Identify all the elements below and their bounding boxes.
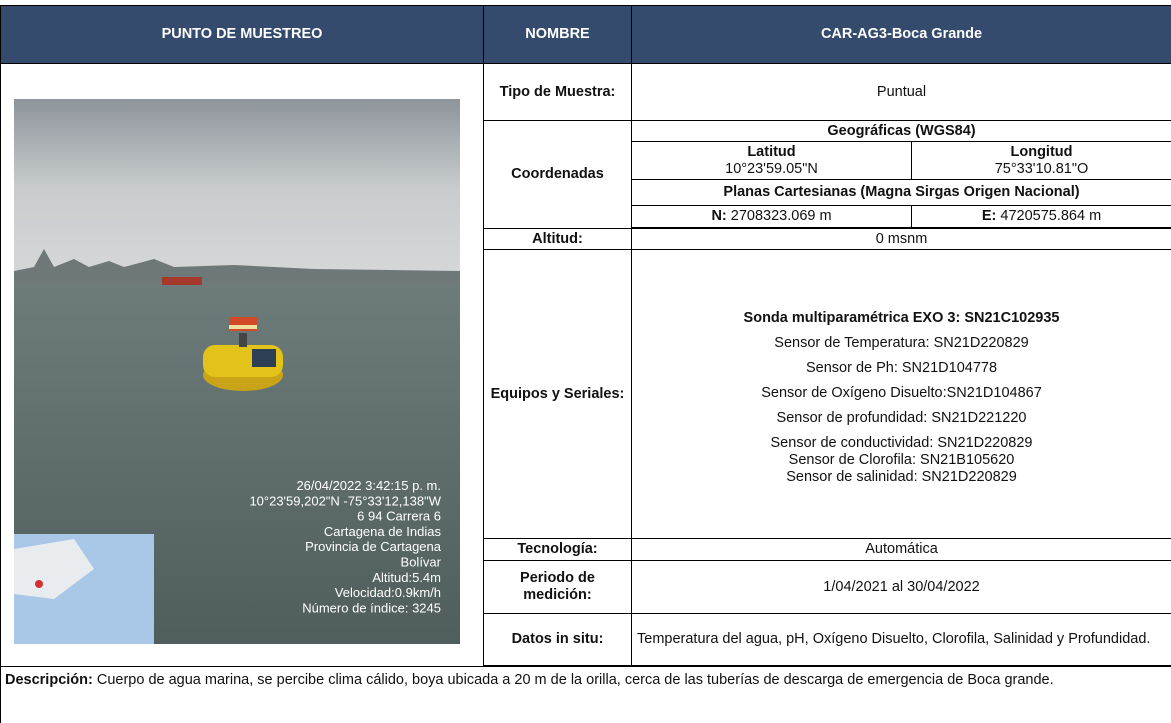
value: 0 msnm [630, 228, 1171, 250]
label: Tipo de Muestra: [483, 63, 632, 121]
n-value: 2708323.069 m [730, 208, 832, 224]
equipment-item: Sensor de Oxígeno Disuelto:SN21D104867 [761, 384, 1042, 401]
equipment-title: Sonda multiparamétrica EXO 3: SN21C10293… [743, 309, 1060, 326]
east: E: 4720575.864 m [910, 205, 1171, 228]
longitude: Longitud 75°33'10.81"O [910, 141, 1171, 180]
value: 1/04/2021 al 30/04/2022 [630, 560, 1171, 614]
equipment-item: Sensor de Temperatura: SN21D220829 [774, 334, 1029, 351]
lon-value: 75°33'10.81"O [994, 160, 1089, 177]
geo-title: Geográficas (WGS84) [630, 120, 1171, 142]
photo-overlay-text: Altitud:5.4m [372, 570, 441, 585]
label: Equipos y Seriales: [483, 249, 632, 539]
lat-label: Latitud [747, 143, 796, 160]
equipment-item: Sensor de salinidad: SN21D220829 [786, 468, 1017, 485]
photo-overlay-text: Velocidad:0.9km/h [335, 585, 441, 600]
label: Datos in situ: [483, 613, 632, 666]
photo-overlay-text: Número de índice: 3245 [302, 600, 441, 615]
lon-label: Longitud [1010, 143, 1073, 160]
e-label: E: [981, 208, 997, 224]
header-col1: PUNTO DE MUESTREO [0, 5, 484, 64]
value: Automática [630, 538, 1171, 561]
label: Coordenadas [483, 120, 632, 229]
photo-overlay-text: Provincia de Cartagena [305, 539, 442, 554]
photo-overlay-text: 10°23'59,202"N -75°33'12,138"W [249, 493, 441, 508]
description-text: Cuerpo de agua marina, se percibe clima … [96, 672, 1054, 688]
label: Altitud: [483, 228, 632, 250]
photo-overlay-text: Cartagena de Indias [324, 524, 442, 539]
lat-value: 10°23'59.05"N [725, 160, 818, 177]
description: Descripción: Cuerpo de agua marina, se p… [0, 666, 1171, 723]
header-value: CAR-AG3-Boca Grande [630, 5, 1171, 64]
equipment-list: Sonda multiparamétrica EXO 3: SN21C10293… [630, 249, 1171, 539]
e-value: 4720575.864 m [1000, 208, 1102, 224]
north: N: 2708323.069 m [631, 205, 912, 228]
n-label: N: [711, 208, 727, 224]
planas-title: Planas Cartesianas (Magna Sirgas Origen … [630, 179, 1171, 206]
label: Periodo de medición: [483, 560, 632, 614]
header-col2: NOMBRE [483, 5, 632, 64]
photo: 26/04/2022 3:42:15 p. m.10°23'59,202"N -… [14, 99, 460, 644]
equipment-item: Sensor de Ph: SN21D104778 [805, 359, 998, 376]
latitude: Latitud 10°23'59.05"N [631, 141, 912, 180]
sampling-table: PUNTO DE MUESTREO NOMBRE CAR-AG3-Boca Gr… [0, 5, 1171, 723]
value: Puntual [630, 63, 1171, 121]
photo-overlay-text: 26/04/2022 3:42:15 p. m. [296, 478, 441, 493]
label: Tecnología: [483, 538, 632, 561]
photo-overlay-text: Bolívar [401, 555, 442, 570]
description-label: Descripción: [5, 672, 93, 688]
equipment-item: Sensor de Clorofila: SN21B105620 [788, 451, 1015, 468]
equipment-item: Sensor de conductividad: SN21D220829 [770, 434, 1033, 451]
photo-overlay-text: 6 94 Carrera 6 [357, 509, 441, 524]
value: Temperatura del agua, pH, Oxígeno Disuel… [630, 613, 1171, 666]
equipment-item: Sensor de profundidad: SN21D221220 [776, 409, 1027, 426]
